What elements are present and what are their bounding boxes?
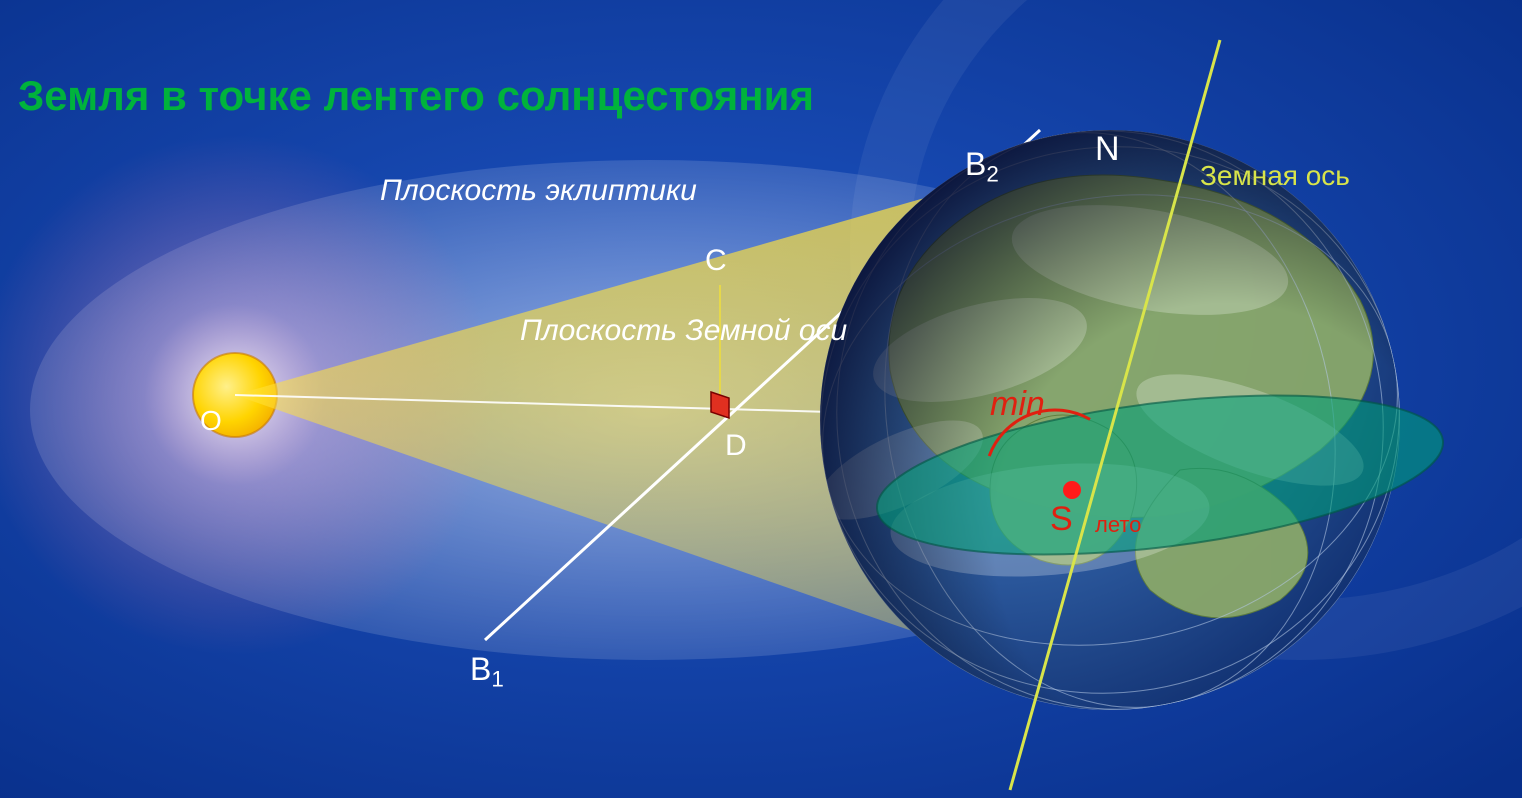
diagram-svg: Земля в точке лентего солнцестояния Плос… xyxy=(0,0,1522,798)
north-pole-label: N xyxy=(1095,130,1120,168)
c-label: C xyxy=(705,244,727,277)
s-point-dot xyxy=(1063,481,1081,499)
d-label: D xyxy=(725,429,747,462)
sun-center-label: O xyxy=(200,405,222,436)
ecliptic-plane-label: Плоскость эклиптики xyxy=(380,174,697,207)
diagram-root: Земля в точке лентего солнцестояния Плос… xyxy=(0,0,1522,798)
axis-plane-label: Плоскость Земной оси xyxy=(520,314,848,347)
s-sub-label: лето xyxy=(1095,512,1141,537)
earth-axis-label: Земная ось xyxy=(1200,160,1350,191)
s-label: S xyxy=(1050,500,1073,538)
min-label: min xyxy=(990,385,1045,423)
diagram-title: Земля в точке лентего солнцестояния xyxy=(18,72,814,119)
